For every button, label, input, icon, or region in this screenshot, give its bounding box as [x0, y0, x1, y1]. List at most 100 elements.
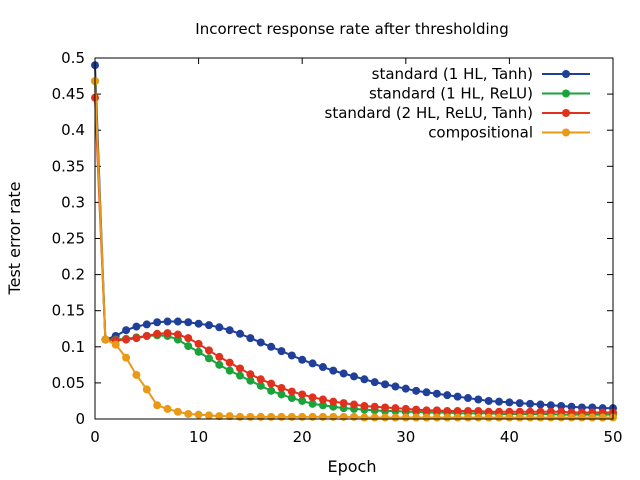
x-tick-label: 30 — [396, 428, 415, 446]
data-point — [505, 413, 514, 422]
data-point — [526, 399, 535, 408]
data-point — [515, 407, 524, 416]
data-point — [463, 394, 472, 403]
data-point — [298, 396, 307, 405]
y-tick-label: 0.3 — [61, 193, 85, 211]
data-point — [318, 401, 327, 410]
series-compositional — [91, 77, 617, 422]
legend-label: standard (2 HL, ReLU, Tanh) — [325, 104, 533, 122]
data-point — [287, 351, 296, 360]
data-point — [308, 399, 317, 408]
data-point — [215, 352, 224, 361]
data-point — [277, 383, 286, 392]
data-point — [308, 393, 317, 402]
data-point — [350, 412, 358, 421]
y-axis-label: Test error rate — [5, 182, 24, 296]
data-point — [194, 319, 203, 328]
data-point — [453, 407, 462, 416]
data-point — [277, 390, 286, 399]
data-point — [111, 340, 120, 349]
data-point — [412, 413, 421, 422]
data-point — [412, 386, 421, 395]
data-point — [194, 339, 203, 348]
chart-title: Incorrect response rate after thresholdi… — [195, 20, 508, 38]
data-point — [204, 346, 213, 355]
tick-layer: 0 0.05 0.1 0.15 0.2 0.25 0.3 0.35 0.4 0.45 0.5 0 10 2… — [52, 49, 623, 446]
y-tick-label: 0.05 — [52, 374, 85, 392]
data-point — [215, 360, 224, 369]
data-point — [225, 326, 234, 335]
data-point — [536, 407, 545, 416]
x-tick-label: 50 — [603, 428, 622, 446]
data-point — [267, 342, 276, 351]
data-point — [142, 385, 151, 394]
data-point — [401, 413, 410, 422]
data-point — [173, 330, 182, 339]
data-point — [246, 412, 255, 421]
data-point — [339, 399, 348, 408]
data-point — [546, 407, 555, 416]
data-point — [204, 321, 213, 330]
data-point — [546, 413, 555, 422]
legend: standard (1 HL, Tanh) standard (1 HL, ReL… — [325, 65, 590, 142]
data-point — [443, 391, 452, 400]
data-point — [370, 378, 379, 387]
data-point — [298, 390, 307, 399]
data-point — [474, 413, 483, 422]
y-tick-label: 0.35 — [52, 157, 85, 175]
data-point — [567, 413, 576, 422]
legend-label: standard (1 HL, ReLU) — [369, 85, 533, 103]
data-point — [391, 413, 400, 422]
data-point — [484, 396, 493, 405]
x-axis-label: Epoch — [328, 457, 377, 476]
data-point — [184, 334, 193, 343]
data-point — [515, 399, 524, 408]
data-point — [236, 329, 245, 338]
legend-swatch-marker — [562, 70, 570, 78]
data-point — [557, 407, 566, 416]
data-point — [360, 413, 369, 422]
data-point — [381, 380, 390, 389]
data-point — [577, 413, 586, 422]
data-point — [204, 411, 213, 420]
data-point — [287, 412, 296, 421]
x-tick-label: 10 — [189, 428, 208, 446]
data-point — [329, 412, 338, 421]
y-tick-label: 0.45 — [52, 85, 85, 103]
data-point — [184, 409, 193, 418]
data-point — [588, 413, 597, 422]
data-point — [350, 372, 358, 381]
data-point — [132, 370, 141, 379]
data-point — [422, 413, 431, 422]
data-point — [546, 401, 555, 410]
series-line — [94, 81, 613, 419]
data-point — [443, 413, 452, 422]
data-point — [184, 318, 193, 327]
x-tick-label: 20 — [293, 428, 312, 446]
data-point — [132, 322, 141, 331]
legend-label: compositional — [428, 124, 533, 142]
data-point — [308, 412, 317, 421]
data-point — [495, 397, 504, 406]
x-tick-label: 40 — [500, 428, 519, 446]
data-point — [225, 358, 234, 367]
data-point — [298, 412, 307, 421]
legend-entry: standard (2 HL, ReLU, Tanh) — [325, 104, 590, 122]
data-point — [194, 347, 203, 356]
data-point — [173, 317, 182, 326]
data-point — [557, 402, 566, 411]
series-line — [94, 97, 613, 414]
series-line — [94, 81, 613, 416]
data-point — [474, 407, 483, 416]
data-point — [370, 413, 379, 422]
y-tick-label: 0.25 — [52, 230, 85, 248]
data-point — [153, 329, 162, 338]
data-point — [370, 402, 379, 411]
data-point — [246, 376, 255, 385]
data-point — [256, 375, 265, 384]
data-point — [567, 402, 576, 411]
y-tick-label: 0.4 — [61, 121, 85, 139]
data-point — [287, 387, 296, 396]
data-point — [391, 404, 400, 413]
